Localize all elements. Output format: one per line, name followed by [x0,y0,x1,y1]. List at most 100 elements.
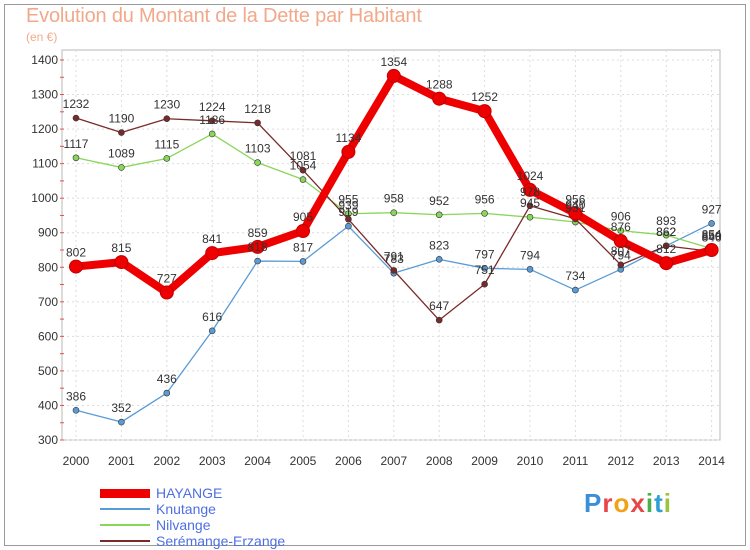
x-tick-label: 2009 [471,454,498,468]
data-point [435,256,443,263]
y-tick-label: 500 [38,364,58,378]
data-label: 1103 [245,142,271,156]
data-label: 436 [157,372,177,386]
data-point [208,117,216,125]
data-point [254,257,261,265]
data-label: 794 [520,248,540,262]
legend-label: HAYANGE [156,485,223,501]
x-tick-label: 2005 [290,454,317,468]
legend-swatch [100,524,150,526]
data-label: 1117 [64,137,89,151]
data-label: 931 [565,201,585,215]
data-label: 815 [111,241,131,255]
x-tick-label: 2002 [153,454,180,468]
data-label: 850 [702,229,722,243]
data-label: 956 [475,192,495,206]
brand-letter: i [663,488,672,518]
data-point [114,255,129,270]
data-label: 859 [248,226,268,240]
legend-item: Serémange-Erzange [100,533,285,549]
data-label: 616 [202,310,222,324]
data-point [481,265,488,272]
chart-border [4,4,746,546]
data-label: 905 [293,210,313,224]
legend: HAYANGE Knutange Nilvange Serémange-Erzange [100,485,285,549]
y-tick-label: 1000 [31,191,58,205]
data-point [72,154,80,162]
data-point [299,176,307,183]
brand-letter: x [630,488,646,518]
data-label: 1134 [335,131,361,145]
data-label: 812 [656,242,676,256]
data-point [572,286,579,294]
data-label: 1089 [108,146,135,160]
data-label: 862 [656,225,676,239]
data-label: 846 [702,230,722,244]
y-tick-label: 1200 [31,122,58,136]
data-point [708,220,715,227]
data-point [390,267,398,274]
brand-letter: r [602,488,614,518]
x-tick-label: 2004 [244,454,271,468]
y-tick-label: 1400 [31,53,58,67]
brand-logo: Proxiti [584,488,672,519]
x-tick-label: 2011 [562,454,588,468]
data-label: 1081 [290,149,317,163]
data-point [526,266,534,273]
legend-label: Knutange [156,501,216,517]
data-label: 1224 [199,100,226,114]
data-point [435,316,443,324]
data-point [69,259,83,274]
data-label: 817 [293,240,313,254]
data-label: 1115 [154,137,179,151]
data-point [662,231,670,239]
chart-unit: (en €) [26,30,58,44]
data-point [118,418,125,426]
data-point [72,406,80,414]
data-point [345,222,352,230]
y-tick-label: 800 [38,260,58,274]
data-point [208,327,216,335]
data-point [72,114,80,122]
data-label: 791 [384,249,404,263]
data-label: 794 [611,248,631,262]
legend-swatch [100,540,150,542]
data-point [299,258,307,265]
legend-label: Serémange-Erzange [156,533,286,549]
data-point [523,182,537,197]
data-point [704,243,719,257]
data-label: 906 [611,210,631,224]
y-tick-label: 1300 [31,88,58,102]
data-point [296,224,310,238]
data-point [386,68,401,83]
chart-title: Evolution du Montant de la Dette par Hab… [26,5,422,27]
data-label: 783 [384,252,404,266]
data-label: 939 [338,198,358,212]
data-point [159,285,174,300]
x-tick-label: 2008 [426,454,453,468]
x-tick-label: 2010 [517,454,544,468]
legend-label: Nilvange [156,517,211,533]
data-point [481,210,488,217]
data-label: 1054 [290,159,317,173]
data-label: 854 [702,228,722,242]
data-label: 955 [338,193,358,207]
x-tick-label: 2012 [607,454,634,468]
data-point [205,246,220,261]
data-label: 978 [520,185,540,199]
data-label: 1218 [244,102,271,116]
brand-letter: P [584,488,603,518]
x-tick-label: 2006 [335,454,362,468]
data-point [432,91,447,106]
data-point [345,215,352,223]
brand-letter: i [645,488,655,518]
data-label: 919 [338,205,358,219]
x-tick-label: 2000 [63,454,90,468]
x-tick-label: 2014 [698,454,725,468]
y-tick-label: 700 [38,295,58,309]
data-label: 1232 [63,97,90,111]
data-point [163,155,171,162]
legend-swatch [100,508,150,510]
data-point [390,209,398,216]
